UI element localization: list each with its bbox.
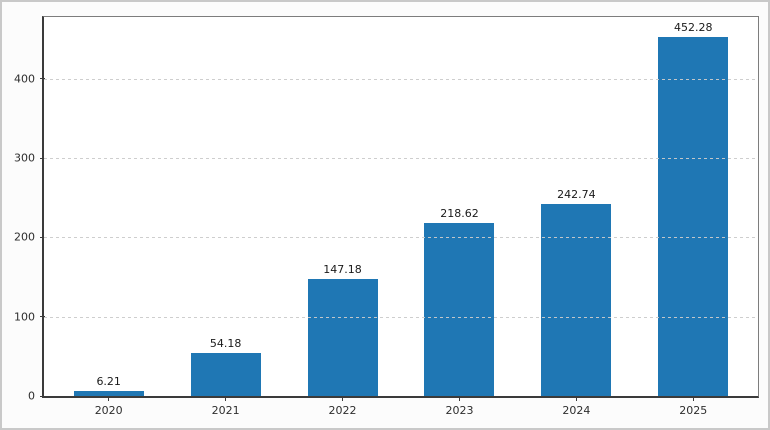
x-tick-mark bbox=[342, 397, 344, 401]
bar-2020 bbox=[73, 391, 144, 396]
bar-value-label: 6.21 bbox=[96, 375, 121, 389]
y-axis: 0 100 200 300 400 bbox=[14, 17, 758, 403]
x-axis: 2020 2021 2022 2023 2024 2025 bbox=[44, 17, 758, 417]
y-tick-mark bbox=[40, 316, 45, 318]
bars-layer: 6.21 54.18 147.18 218.62 242.74 452.28 bbox=[44, 17, 758, 396]
bar-value-label: 242.74 bbox=[557, 187, 596, 201]
bar-value-label: 54.18 bbox=[209, 337, 242, 351]
x-tick-label: 2020 bbox=[94, 404, 123, 417]
y-tick-label: 200 bbox=[14, 230, 35, 244]
x-tick-label: 2021 bbox=[211, 404, 240, 417]
y-tick-label: 100 bbox=[14, 310, 35, 324]
bar-2021 bbox=[190, 353, 261, 396]
bar-2024 bbox=[541, 203, 612, 396]
y-tick-mark bbox=[40, 78, 45, 80]
y-tick-mark bbox=[40, 236, 45, 238]
x-tick-mark bbox=[225, 397, 227, 401]
plot-area: 6.21 54.18 147.18 218.62 242.74 452.28 0 100 20… bbox=[14, 16, 759, 417]
y-tick-label: 0 bbox=[28, 389, 35, 403]
bar-value-label: 147.18 bbox=[323, 263, 362, 277]
y-tick-label: 400 bbox=[14, 72, 35, 86]
bar-2022 bbox=[307, 279, 378, 396]
x-tick-label: 2023 bbox=[445, 404, 474, 417]
bar-value-label: 218.62 bbox=[440, 206, 479, 220]
bar-2025 bbox=[658, 37, 729, 396]
x-tick-mark bbox=[692, 397, 694, 401]
x-tick-label: 2025 bbox=[679, 404, 708, 417]
x-tick-mark bbox=[575, 397, 577, 401]
bar-2023 bbox=[424, 222, 495, 396]
x-tick-mark bbox=[458, 397, 460, 401]
x-tick-mark bbox=[108, 397, 110, 401]
x-tick-label: 2022 bbox=[328, 404, 357, 417]
y-tick-mark bbox=[40, 395, 45, 397]
bar-value-label: 452.28 bbox=[674, 21, 713, 35]
y-tick-label: 300 bbox=[14, 151, 35, 165]
x-tick-label: 2024 bbox=[562, 404, 591, 417]
y-tick-mark bbox=[40, 157, 45, 159]
